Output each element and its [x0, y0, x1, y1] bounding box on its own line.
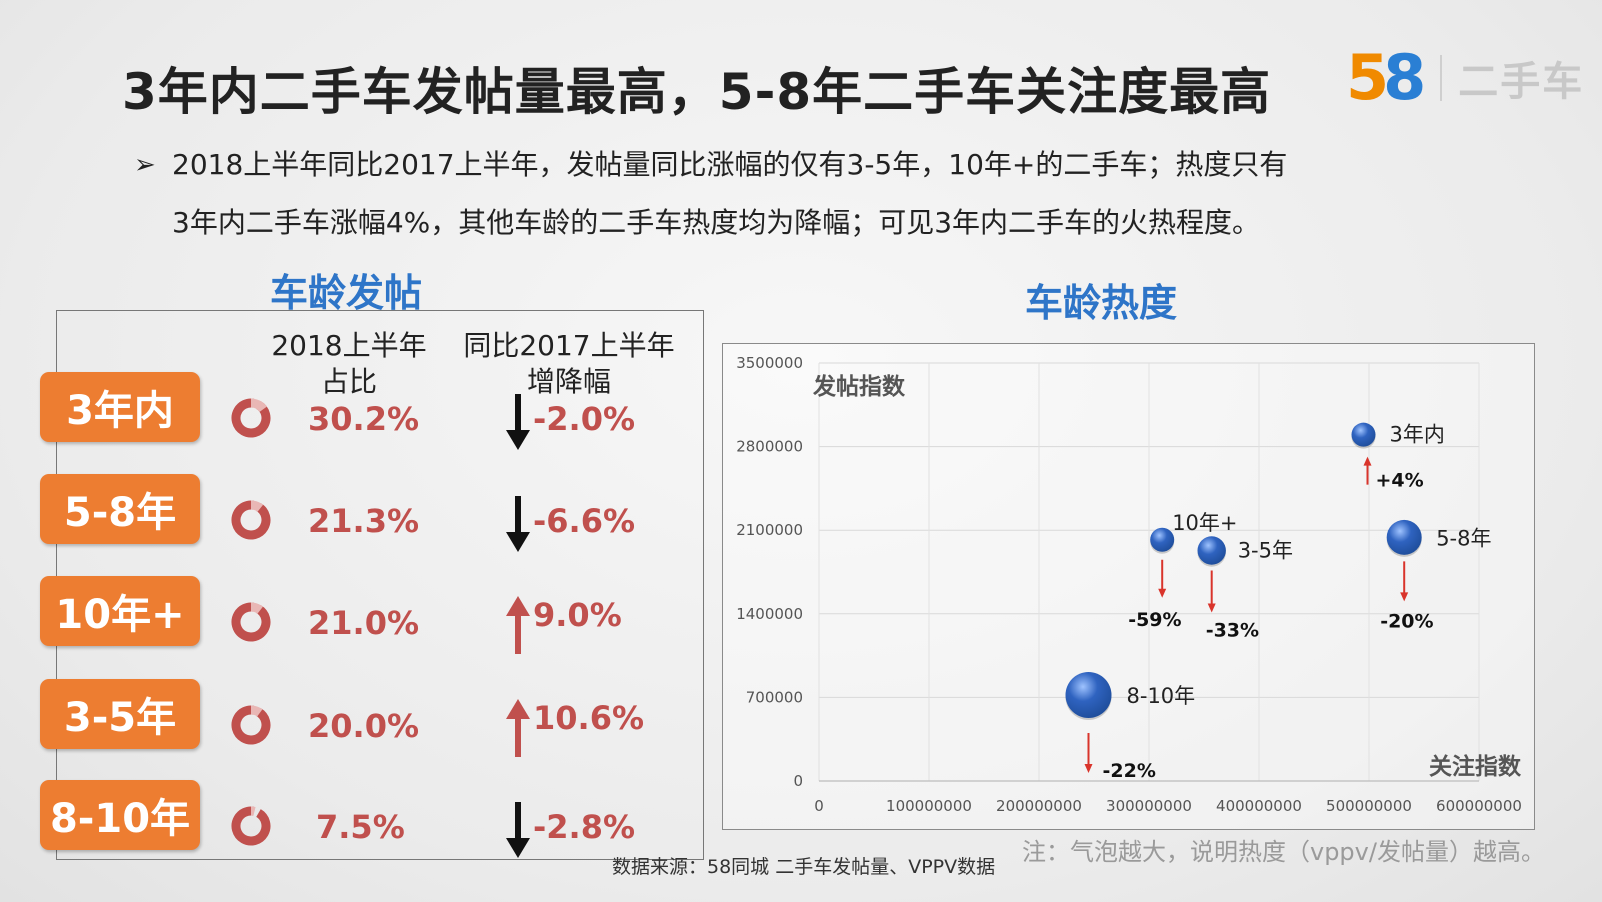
- bubble-point: [1197, 536, 1226, 565]
- donut-chart-icon: [231, 806, 271, 846]
- share-value: 20.0%: [308, 707, 420, 745]
- column-header-share-line1: 2018上半年: [271, 329, 427, 362]
- donut-chart-icon: [231, 602, 271, 642]
- summary-line-2: 3年内二手车涨幅4%，其他车龄的二手车热度均为降幅；可见3年内二手车的火热程度。: [172, 206, 1261, 239]
- right-section-title: 车龄热度: [1025, 281, 1178, 325]
- age-tag: 3-5年: [40, 679, 200, 749]
- y-axis-title: 发帖指数: [812, 373, 906, 400]
- arrow-down-icon: [1400, 592, 1409, 602]
- x-tick-label: 200000000: [996, 797, 1082, 815]
- x-tick-label: 0: [814, 797, 824, 815]
- share-value: 30.2%: [308, 400, 420, 438]
- x-axis-title: 关注指数: [1429, 753, 1522, 780]
- age-tag: 3年内: [40, 372, 200, 442]
- y-tick-label: 700000: [746, 688, 803, 706]
- heat-change-label: +4%: [1376, 470, 1424, 492]
- x-tick-label: 100000000: [886, 797, 972, 815]
- share-value: 7.5%: [316, 808, 405, 846]
- table-row: 3-5年 20.0% 10.6%: [0, 679, 700, 759]
- bubble-label: 3年内: [1390, 423, 1445, 447]
- change-value: -2.8%: [533, 808, 636, 846]
- arrow-down-icon: [1084, 764, 1093, 774]
- table-row: 3年内 30.2% -2.0%: [0, 372, 700, 452]
- table-row: 10年+ 21.0% 9.0%: [0, 576, 700, 656]
- bubble-chart: 0 700000 1400000 2100000 2800000 3500000 0 1000…: [736, 354, 1522, 815]
- arrow-up-icon: [506, 596, 530, 654]
- bubble-label: 8-10年: [1127, 684, 1196, 708]
- logo-divider: [1440, 55, 1443, 101]
- change-value: -6.6%: [533, 502, 636, 540]
- donut-share-segment: [231, 806, 271, 846]
- donut-chart-icon: [231, 398, 271, 438]
- column-header-share-line2: 占比: [320, 365, 377, 398]
- column-header-change-line2: 增降幅: [526, 365, 611, 398]
- age-tag: 8-10年: [40, 780, 200, 850]
- arrow-down-icon: [1207, 603, 1216, 613]
- logo-text: 二手车: [1458, 59, 1585, 105]
- left-section-title: 车龄发帖: [270, 271, 423, 315]
- arrow-down-icon: [506, 496, 530, 552]
- heat-change-label: -20%: [1380, 610, 1433, 632]
- donut-ring: [231, 806, 271, 846]
- arrow-down-icon: [506, 394, 530, 450]
- arrow-down-icon: [1158, 588, 1167, 598]
- arrow-up-icon: [506, 699, 530, 757]
- table-row: 5-8年 21.3% -6.6%: [0, 474, 700, 554]
- change-value: 10.6%: [533, 699, 645, 737]
- x-tick-label: 500000000: [1326, 797, 1412, 815]
- logo-digit-8: 8: [1383, 41, 1427, 114]
- donut-share-segment: [231, 705, 271, 745]
- bullet-arrow-icon: ➢: [134, 150, 156, 180]
- table-row: 8-10年 7.5% -2.8%: [0, 780, 700, 860]
- share-value: 21.3%: [308, 502, 420, 540]
- donut-share-segment: [231, 500, 271, 540]
- data-source: 数据来源：58同城 二手车发帖量、VPPV数据: [612, 856, 996, 878]
- slide-title: 3年内二手车发帖量最高，5-8年二手车关注度最高: [122, 63, 1272, 121]
- age-tag: 5-8年: [40, 474, 200, 544]
- share-value: 21.0%: [308, 604, 420, 642]
- age-tag: 10年+: [40, 576, 200, 646]
- bubble-point: [1065, 672, 1112, 719]
- donut-chart-icon: [231, 705, 271, 745]
- arrow-down-icon: [506, 802, 530, 858]
- column-header-share: 2018上半年 占比: [270, 328, 428, 400]
- bubble-label: 3-5年: [1238, 539, 1293, 563]
- summary-bullet: ➢ 2018上半年同比2017上半年，发帖量同比涨幅的仅有3-5年，10年+的二…: [134, 136, 1534, 252]
- y-tick-label: 2800000: [736, 438, 803, 456]
- logo-digit-5: 5: [1346, 41, 1390, 114]
- bubble-point: [1351, 422, 1376, 447]
- brand-logo: 5 8 二手车: [1346, 41, 1585, 114]
- column-header-change-line1: 同比2017上半年: [463, 329, 675, 362]
- bubble-label: 10年+: [1172, 511, 1237, 535]
- change-value: -2.0%: [533, 400, 636, 438]
- y-tick-label: 2100000: [736, 521, 803, 539]
- arrow-up-icon: [1363, 456, 1372, 466]
- heat-change-label: -59%: [1128, 609, 1181, 631]
- heat-change-label: -33%: [1206, 620, 1259, 642]
- donut-share-segment: [231, 398, 271, 438]
- bubble-chart-frame: 0 700000 1400000 2100000 2800000 3500000 0 1000…: [722, 343, 1535, 830]
- chart-note: 注：气泡越大，说明热度（vppv/发帖量）越高。: [1022, 838, 1545, 866]
- summary-line-1: 2018上半年同比2017上半年，发帖量同比涨幅的仅有3-5年，10年+的二手车…: [172, 148, 1288, 181]
- column-header-change: 同比2017上半年 增降幅: [460, 328, 678, 400]
- x-tick-label: 300000000: [1106, 797, 1192, 815]
- donut-share-segment: [231, 602, 271, 642]
- x-tick-label: 600000000: [1436, 797, 1522, 815]
- bubble-point: [1150, 527, 1175, 552]
- bubble-point: [1386, 519, 1422, 555]
- y-tick-label: 0: [793, 772, 803, 790]
- donut-chart-icon: [231, 500, 271, 540]
- y-tick-label: 3500000: [736, 354, 803, 372]
- x-tick-label: 400000000: [1216, 797, 1302, 815]
- change-value: 9.0%: [533, 596, 622, 634]
- y-tick-label: 1400000: [736, 605, 803, 623]
- heat-change-label: -22%: [1103, 760, 1156, 782]
- bubble-label: 5-8年: [1436, 526, 1491, 550]
